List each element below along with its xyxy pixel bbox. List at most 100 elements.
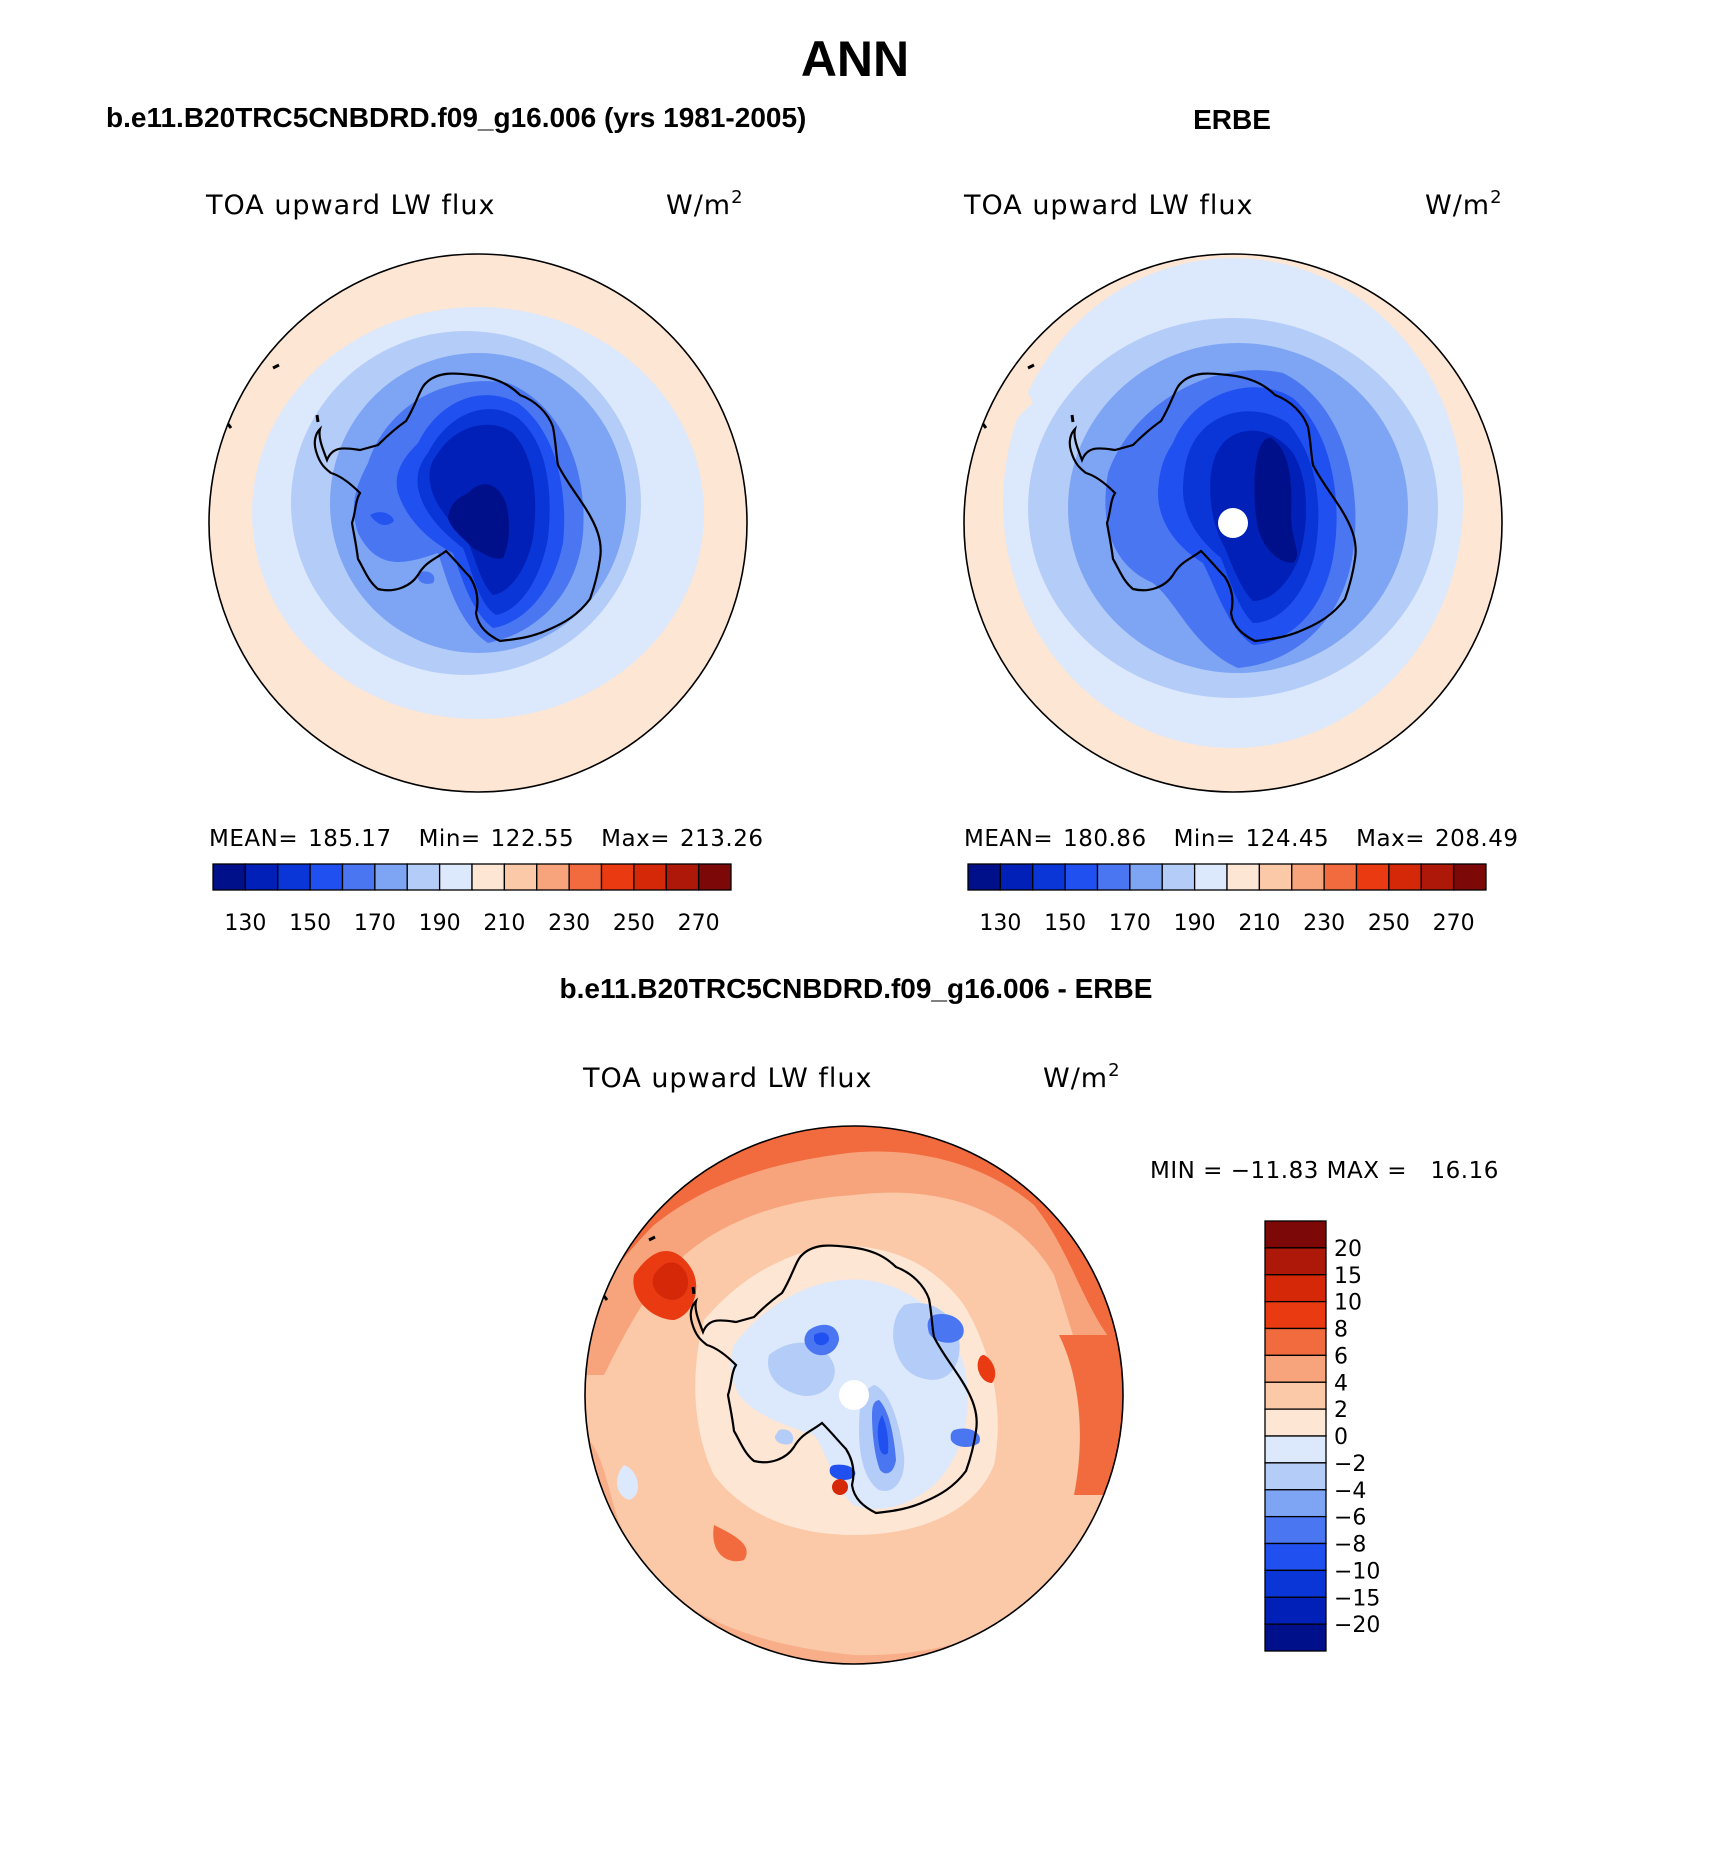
obs-colorbar-tick-label: 150 [1044,911,1086,936]
obs-colorbar-box [1226,863,1261,891]
diff-colorbar-tick-label: −8 [1334,1533,1366,1558]
diff-colorbar-box [1264,1327,1327,1357]
model-colorbar-box [471,863,506,891]
obs-colorbar-box [1129,863,1163,891]
model-colorbar-box [568,863,603,891]
model-colorbar-tick-label: 230 [548,911,590,936]
obs-colorbar-box [1323,863,1358,891]
diff-units-label: W/m2 [1043,1060,1121,1094]
diff-colorbar-tick-label: 0 [1334,1425,1348,1450]
diff-panel-heading: b.e11.B20TRC5CNBDRD.f09_g16.006 - ERBE [560,973,1153,1004]
diff-colorbar-box [1264,1381,1327,1410]
diff-colorbar-tick-label: 6 [1334,1344,1348,1369]
obs-stats: MEAN= 180.86 Min= 124.45 Max= 208.49 [964,826,1518,852]
diff-colorbar-box [1264,1542,1327,1572]
model-colorbar-tick-label: 190 [419,911,461,936]
obs-units-label: W/m2 [1425,187,1503,221]
diff-colorbar-tick-label: 8 [1334,1318,1348,1343]
diff-pole-hole [839,1380,869,1410]
figure-title: ANN [801,31,909,87]
diff-colorbar-box [1264,1354,1327,1383]
obs-colorbar-box [1420,863,1455,891]
model-colorbar-box [244,863,279,891]
obs-panel: TOA upward LW flux W/m2 [963,187,1518,936]
model-panel: TOA upward LW flux W/m2 [205,187,763,936]
diff-colorbar-box [1264,1462,1327,1491]
diff-colorbar-box [1264,1274,1327,1303]
obs-colorbar-tick-label: 190 [1174,911,1216,936]
diff-map [584,1125,1124,1665]
model-island-south-georgia [272,363,280,370]
obs-colorbar-tick-label: 170 [1109,911,1151,936]
obs-colorbar-box [1032,863,1066,891]
model-island-coast-fragment [315,414,320,423]
diff-island-coast-fragment [691,1286,696,1295]
model-colorbar-box [212,863,247,891]
diff-colorbar-box [1264,1247,1327,1276]
model-map-boundary [208,253,748,793]
model-units-label: W/m2 [666,187,744,221]
obs-island-south-shetland [981,423,988,429]
diff-colorbar-tick-label: −4 [1334,1479,1366,1504]
model-variable-label: TOA upward LW flux [205,190,496,221]
obs-colorbar-box [1355,863,1390,891]
diff-map-boundary [584,1125,1124,1665]
obs-colorbar-box [1258,863,1293,891]
obs-colorbar-box [1388,863,1422,891]
diff-colorbar-tick-label: −10 [1334,1559,1380,1584]
obs-island-coast-fragment [1070,414,1075,423]
model-panel-heading: b.e11.B20TRC5CNBDRD.f09_g16.006 (yrs 198… [106,102,806,133]
diff-colorbar-box [1264,1569,1327,1598]
model-colorbar-box [341,863,376,891]
model-colorbar-tick-label: 130 [224,911,266,936]
obs-variable-label: TOA upward LW flux [963,190,1254,221]
model-colorbar-tick-label: 170 [354,911,396,936]
diff-colorbar-tick-label: 15 [1334,1264,1362,1289]
diff-colorbar-tick-label: −6 [1334,1506,1366,1531]
obs-colorbar-box [999,863,1034,891]
model-stats: MEAN= 185.17 Min= 122.55 Max= 213.26 [209,826,763,852]
model-colorbar-box [277,863,311,891]
obs-map-boundary [963,253,1503,793]
model-map [208,253,748,793]
model-colorbar-tick-label: 250 [613,911,655,936]
obs-colorbar-box [1096,863,1131,891]
obs-colorbar-box [1161,863,1196,891]
obs-colorbar-box [1064,863,1099,891]
model-colorbar-box [536,863,570,891]
diff-colorbar-tick-label: −2 [1334,1452,1366,1477]
model-colorbar-box [600,863,635,891]
diff-colorbar-box [1264,1623,1327,1652]
diff-colorbar-tick-label: 20 [1334,1237,1362,1262]
obs-colorbar-box [1291,863,1325,891]
obs-panel-heading: ERBE [1193,104,1271,135]
diff-minmax-label: MIN = −11.83 MAX = 16.16 [1150,1158,1499,1184]
diff-colorbar-box [1264,1408,1327,1437]
diff-variable-label: TOA upward LW flux [582,1063,873,1094]
diff-island-south-georgia [648,1235,656,1242]
obs-colorbar-tick-label: 250 [1368,911,1410,936]
obs-colorbar: 130 150 170 190 210 230 250 270 [967,863,1487,936]
model-colorbar-box [633,863,667,891]
obs-colorbar-box [967,863,1002,891]
model-colorbar: 130 150 170 190 210 230 250 270 [212,863,732,936]
diff-panel: TOA upward LW flux W/m2 MIN = −11.83 MAX… [582,1060,1499,1665]
diff-colorbar-tick-label: 10 [1334,1291,1362,1316]
diff-colorbar-box [1264,1435,1327,1464]
diff-colorbar-box [1264,1596,1327,1625]
obs-colorbar-tick-label: 230 [1303,911,1345,936]
diff-island-south-shetland [602,1295,609,1301]
obs-pole-hole [1218,508,1248,538]
model-island-south-shetland [226,423,233,429]
model-colorbar-tick-label: 150 [289,911,331,936]
model-colorbar-tick-label: 270 [678,911,720,936]
diff-colorbar-box [1264,1220,1327,1249]
obs-colorbar-box [1452,863,1487,891]
model-colorbar-box [665,863,700,891]
diff-colorbar-box [1264,1515,1327,1545]
model-colorbar-box [438,863,473,891]
diff-colorbar-tick-label: 2 [1334,1398,1348,1423]
diff-colorbar-tick-label: −20 [1334,1613,1380,1638]
